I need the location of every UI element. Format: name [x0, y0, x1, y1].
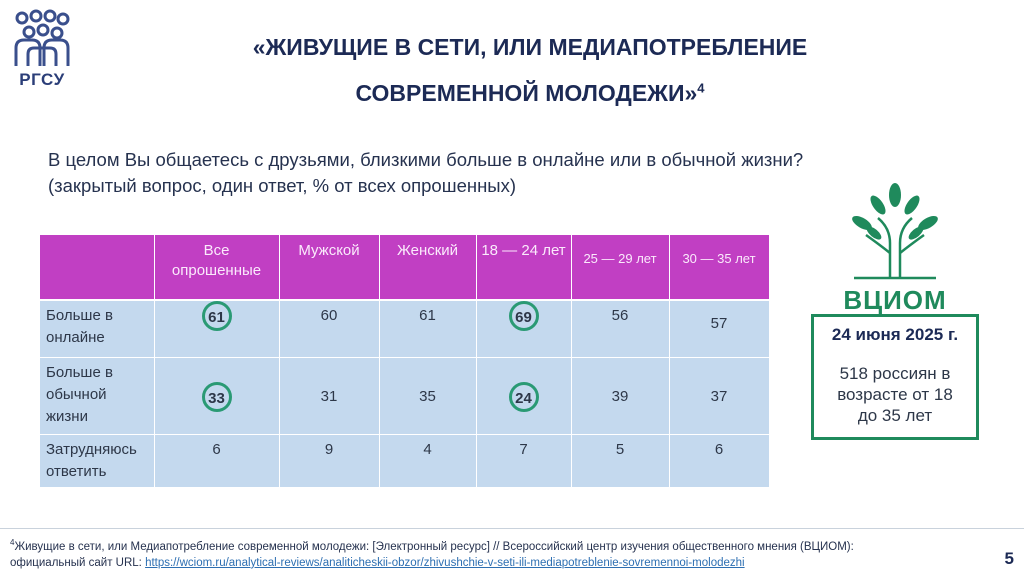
cell-value: 31 — [320, 388, 338, 405]
title-line-2: СОВРЕМЕННОЙ МОЛОДЕЖИ»4 — [170, 70, 890, 116]
highlighted-value: 33 — [201, 382, 232, 412]
cell-value: 37 — [710, 388, 728, 405]
table-cell: 24 — [476, 357, 572, 435]
wciom-logo: ВЦИОМ — [840, 183, 950, 315]
title-line-2-text: СОВРЕМЕННОЙ МОЛОДЕЖИ» — [355, 80, 698, 106]
header-age-30-35: 30 — 35 лет — [669, 235, 770, 301]
cell-value: 5 — [615, 441, 625, 458]
cell-value: 6 — [212, 441, 221, 458]
row-label: Больше в онлайне — [40, 300, 155, 358]
cell-value: 39 — [611, 388, 629, 405]
cell-value: 57 — [710, 315, 728, 332]
survey-sample: 518 россиян в возрасте от 18 до 35 лет — [814, 363, 976, 426]
header-male: Мужской — [279, 235, 380, 301]
cell-value: 4 — [423, 441, 432, 458]
sample-line-2: возрасте от 18 — [837, 385, 953, 404]
header-female: Женский — [379, 235, 477, 301]
question-note: (закрытый вопрос, один ответ, % от всех … — [48, 175, 516, 196]
sample-line-1: 518 россиян в — [839, 364, 951, 383]
plant-icon — [852, 183, 938, 280]
highlighted-value: 61 — [201, 301, 232, 331]
table-row: Затрудняюсь ответить 6 9 4 7 5 6 — [40, 434, 770, 488]
question-text: В целом Вы общаетесь с друзьями, близким… — [48, 149, 804, 170]
header-empty — [40, 235, 155, 301]
logo-text: РГСУ — [19, 70, 65, 89]
row-label: Больше в обычной жизни — [40, 357, 155, 435]
table-cell: 6 — [154, 434, 280, 488]
table-cell: 31 — [279, 357, 380, 435]
table-cell: 60 — [279, 300, 380, 358]
table-cell: 4 — [379, 434, 477, 488]
table-header-row: Все опрошенные Мужской Женский 18 — 24 л… — [40, 235, 770, 301]
table-cell: 61 — [379, 300, 477, 358]
survey-results-table: Все опрошенные Мужской Женский 18 — 24 л… — [40, 235, 770, 488]
title-line-1: «ЖИВУЩИЕ В СЕТИ, ИЛИ МЕДИАПОТРЕБЛЕНИЕ — [252, 34, 808, 60]
header-age-18-24: 18 — 24 лет — [476, 235, 572, 301]
sample-line-3: до 35 лет — [857, 406, 933, 425]
survey-question: В целом Вы общаетесь с друзьями, близким… — [48, 147, 928, 199]
header-all: Все опрошенные — [154, 235, 280, 301]
table-cell: 61 — [154, 300, 280, 358]
table-row: Больше в обычной жизни 33 31 35 24 39 37 — [40, 357, 770, 435]
table-cell: 39 — [571, 357, 670, 435]
cell-value: 6 — [714, 441, 724, 458]
cell-value: 9 — [324, 441, 334, 458]
rgsu-logo: РГСУ — [10, 8, 74, 96]
cell-value: 60 — [320, 307, 338, 324]
footnote-url-prefix: официальный сайт URL: — [10, 556, 146, 569]
footnote-text: Живущие в сети, или Медиапотребление сов… — [14, 540, 854, 553]
page-number: 5 — [1004, 549, 1014, 568]
footnote-ref: 4 — [10, 538, 15, 547]
survey-info-box: 24 июня 2025 г. 518 россиян в возрасте о… — [811, 314, 979, 440]
footnote-line-1: 4Живущие в сети, или Медиапотребление со… — [10, 535, 970, 555]
footnote: 4Живущие в сети, или Медиапотребление со… — [10, 535, 970, 571]
table-cell: 7 — [476, 434, 572, 488]
survey-date: 24 июня 2025 г. — [831, 325, 959, 344]
table-cell: 5 — [571, 434, 670, 488]
footnote-line-2: официальный сайт URL: https://wciom.ru/a… — [10, 555, 970, 571]
cell-value: 35 — [419, 388, 436, 405]
table-cell: 33 — [154, 357, 280, 435]
table-cell: 37 — [669, 357, 770, 435]
table-cell: 57 — [669, 300, 770, 358]
people-group-icon — [14, 9, 70, 66]
highlighted-value: 24 — [508, 382, 539, 412]
cell-value: 61 — [419, 307, 436, 324]
table-row: Больше в онлайне 61 60 61 69 56 57 — [40, 300, 770, 358]
highlighted-value: 69 — [508, 301, 539, 331]
cell-value: 56 — [611, 307, 629, 324]
wciom-logo-text: ВЦИОМ — [843, 285, 947, 315]
page-title: «ЖИВУЩИЕ В СЕТИ, ИЛИ МЕДИАПОТРЕБЛЕНИЕ СО… — [170, 24, 890, 116]
cell-value: 7 — [519, 441, 528, 458]
table-cell: 6 — [669, 434, 770, 488]
row-label: Затрудняюсь ответить — [40, 434, 155, 488]
table-cell: 69 — [476, 300, 572, 358]
footnote-link[interactable]: https://wciom.ru/analytical-reviews/anal… — [145, 556, 745, 569]
header-age-25-29: 25 — 29 лет — [571, 235, 670, 301]
table-cell: 35 — [379, 357, 477, 435]
table-cell: 56 — [571, 300, 670, 358]
title-footnote-ref: 4 — [697, 80, 705, 96]
table-cell: 9 — [279, 434, 380, 488]
footer-divider — [0, 528, 1024, 529]
